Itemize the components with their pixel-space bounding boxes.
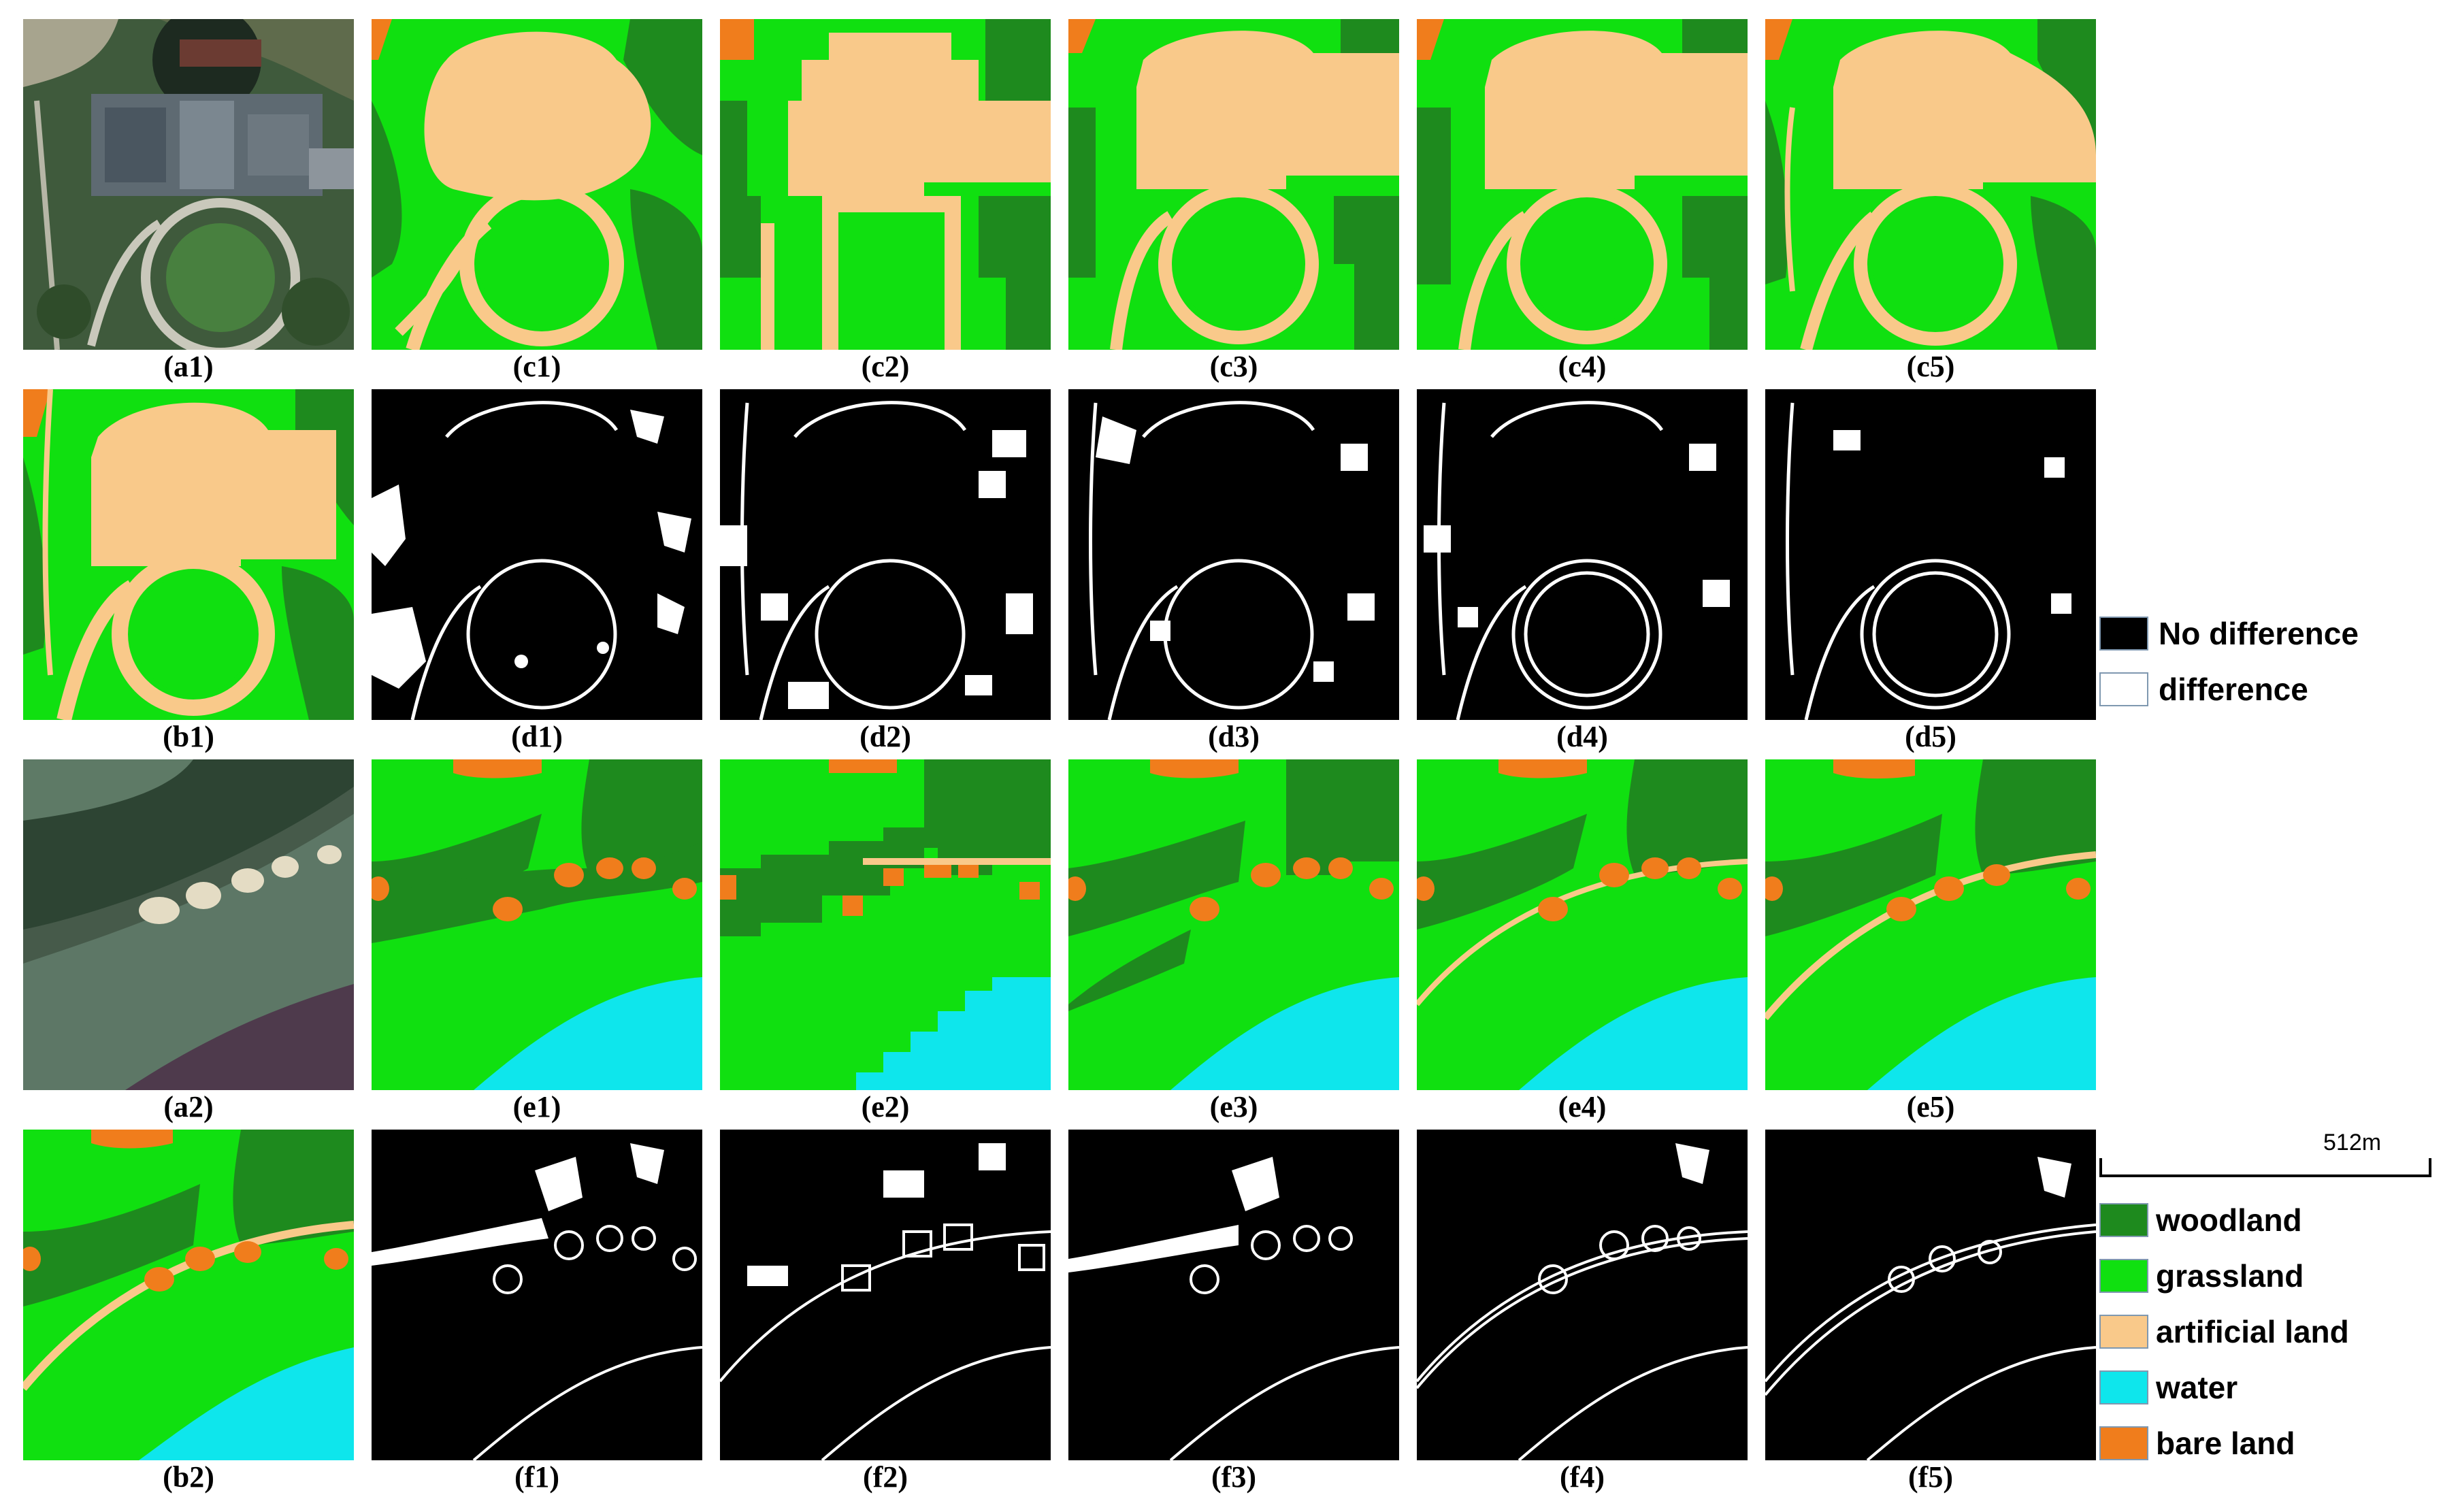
caption-e1: (e1) xyxy=(512,1090,561,1123)
difference-map-f4 xyxy=(1417,1130,1748,1460)
legend-swatch-water xyxy=(2099,1370,2148,1404)
caption-a2: (a2) xyxy=(163,1090,214,1123)
legend-label-no-difference: No difference xyxy=(2159,616,2359,651)
caption-d1: (d1) xyxy=(511,720,563,753)
legend-label-grassland: grassland xyxy=(2156,1258,2304,1294)
caption-b2: (b2) xyxy=(163,1460,214,1494)
classification-map-e5 xyxy=(1765,759,2096,1090)
difference-map-d4 xyxy=(1417,389,1748,720)
classification-map-c2 xyxy=(720,19,1051,350)
caption-c1: (c1) xyxy=(512,350,561,383)
difference-map-f3 xyxy=(1068,1130,1399,1460)
classification-map-e3 xyxy=(1068,759,1399,1090)
legend-label-water: water xyxy=(2156,1370,2238,1405)
caption-d2: (d2) xyxy=(859,720,911,753)
legend-label-artificial-land: artificial land xyxy=(2156,1314,2349,1349)
caption-e5: (e5) xyxy=(1906,1090,1955,1123)
legend-label-woodland: woodland xyxy=(2156,1202,2302,1238)
legend-swatch-difference xyxy=(2099,672,2148,706)
legend-swatch-artificial-land xyxy=(2099,1315,2148,1349)
caption-d4: (d4) xyxy=(1556,720,1608,753)
classification-map-c3 xyxy=(1068,19,1399,350)
classification-map-e4 xyxy=(1417,759,1748,1090)
legend-swatch-no-difference xyxy=(2099,617,2148,651)
difference-map-f1 xyxy=(372,1130,702,1460)
reference-map-b1 xyxy=(23,389,354,720)
legend-swatch-woodland xyxy=(2099,1203,2148,1237)
difference-map-f5 xyxy=(1765,1130,2096,1460)
caption-f4: (f4) xyxy=(1560,1460,1605,1494)
difference-map-d1 xyxy=(372,389,702,720)
classification-map-c4 xyxy=(1417,19,1748,350)
caption-e3: (e3) xyxy=(1209,1090,1258,1123)
caption-d5: (d5) xyxy=(1905,720,1956,753)
caption-f2: (f2) xyxy=(863,1460,908,1494)
classification-map-e2 xyxy=(720,759,1051,1090)
difference-map-d5 xyxy=(1765,389,2096,720)
legend-label-difference: difference xyxy=(2159,672,2308,707)
caption-e4: (e4) xyxy=(1558,1090,1607,1123)
caption-c3: (c3) xyxy=(1209,350,1258,383)
classification-map-c5 xyxy=(1765,19,2096,350)
caption-c5: (c5) xyxy=(1906,350,1955,383)
reference-map-b2 xyxy=(23,1130,354,1460)
classification-map-e1 xyxy=(372,759,702,1090)
satellite-image-a2 xyxy=(23,759,354,1090)
difference-map-f2 xyxy=(720,1130,1051,1460)
caption-f3: (f3) xyxy=(1211,1460,1256,1494)
legend-label-bare-land: bare land xyxy=(2156,1426,2295,1461)
caption-c2: (c2) xyxy=(861,350,910,383)
caption-e2: (e2) xyxy=(861,1090,910,1123)
difference-map-d2 xyxy=(720,389,1051,720)
legend-swatch-grassland xyxy=(2099,1259,2148,1293)
caption-c4: (c4) xyxy=(1558,350,1607,383)
scale-bar xyxy=(2099,1158,2431,1177)
difference-map-d3 xyxy=(1068,389,1399,720)
caption-f1: (f1) xyxy=(514,1460,559,1494)
caption-d3: (d3) xyxy=(1208,720,1260,753)
legend-swatch-bare-land xyxy=(2099,1426,2148,1460)
caption-f5: (f5) xyxy=(1908,1460,1953,1494)
classification-map-c1 xyxy=(372,19,702,350)
satellite-image-a1 xyxy=(23,19,354,350)
caption-a1: (a1) xyxy=(163,350,214,383)
caption-b1: (b1) xyxy=(163,720,214,753)
scale-bar-label: 512m xyxy=(2323,1130,2382,1155)
